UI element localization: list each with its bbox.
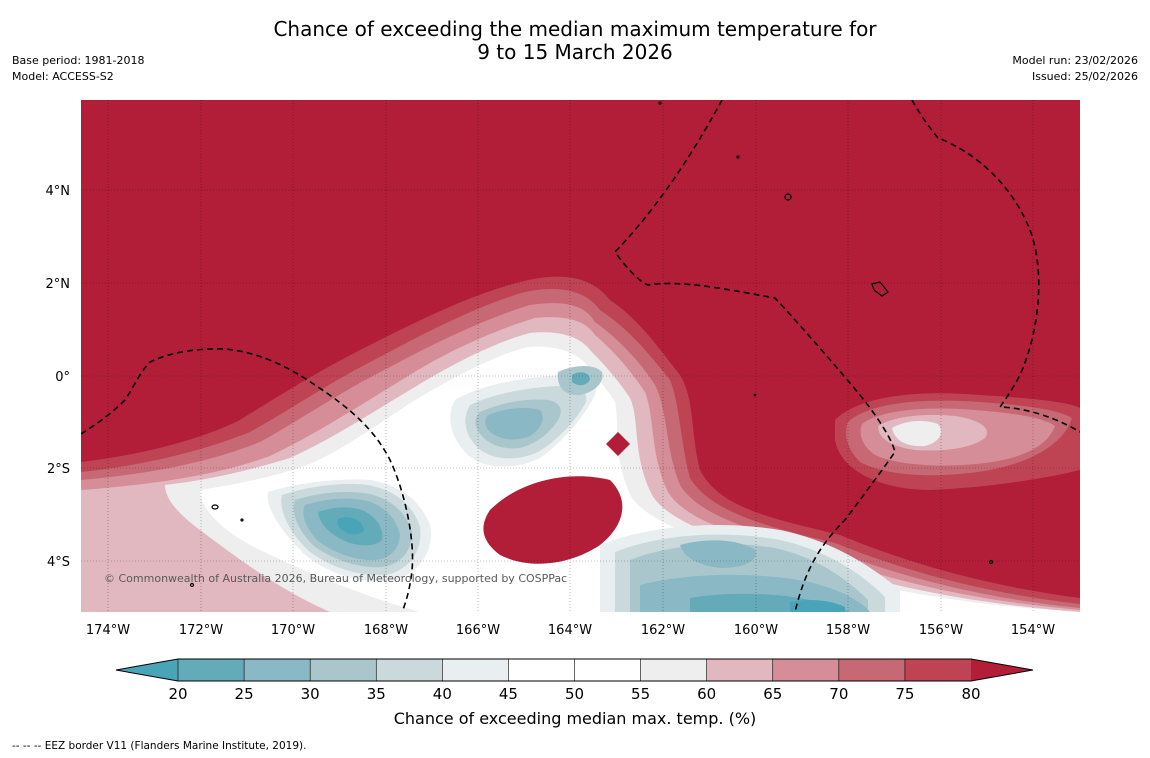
- colorbar-tick-label: 40: [433, 685, 452, 703]
- lat-tick: 4°N: [46, 184, 71, 199]
- colorbar-segment: [706, 658, 774, 682]
- lon-tick: 162°W: [641, 623, 685, 638]
- colorbar-tick-label: 70: [829, 685, 848, 703]
- colorbar-tick-label: 55: [631, 685, 650, 703]
- hot-intrusion: [483, 476, 623, 564]
- colorbar-tick-label: 35: [367, 685, 386, 703]
- lon-tick: 172°W: [179, 623, 223, 638]
- central-anomaly-region: [81, 276, 1080, 612]
- lat-tick-labels: 4°N 2°N 0° 2°S 4°S: [46, 184, 71, 570]
- contour-20b: [790, 599, 845, 612]
- meta-right: Model run: 23/02/2026 Issued: 25/02/2026: [1012, 53, 1138, 85]
- island: [240, 518, 244, 522]
- colorbar-segment: [904, 658, 972, 682]
- lon-tick: 174°W: [86, 623, 130, 638]
- lon-tick: 164°W: [548, 623, 592, 638]
- colorbar: 20 25 30 35 40 45 50 55 60 65 70 75 80: [115, 658, 1034, 703]
- colorbar-segment: [640, 658, 708, 682]
- island: [211, 504, 219, 510]
- colorbar-segment: [243, 658, 311, 682]
- island: [784, 193, 792, 201]
- islands: [189, 101, 994, 588]
- colorbar-segment: [309, 658, 378, 682]
- lon-tick: 160°W: [734, 623, 778, 638]
- title-line-1: Chance of exceeding the median maximum t…: [273, 17, 877, 41]
- colorbar-tick-label: 45: [499, 685, 518, 703]
- meta-left: Base period: 1981-2018 Model: ACCESS-S2: [12, 53, 144, 85]
- island: [189, 582, 195, 588]
- colorbar-segment: [177, 658, 245, 682]
- island: [658, 101, 662, 105]
- colorbar-segment: [772, 658, 840, 682]
- colorbar-tick-label: 20: [168, 685, 187, 703]
- chart-title: Chance of exceeding the median maximum t…: [0, 18, 1150, 64]
- colorbar-tick-label: 75: [895, 685, 914, 703]
- lat-tick: 0°: [55, 370, 70, 385]
- contour-25c: [572, 372, 590, 386]
- contour-20: [337, 517, 364, 535]
- eez-line-north: [613, 100, 896, 612]
- colorbar-under-arrow: [116, 659, 178, 681]
- map-area: [81, 100, 1080, 612]
- colorbar-title: Chance of exceeding median max. temp. (%…: [393, 709, 757, 728]
- gridlines: [81, 100, 1080, 612]
- lon-tick: 154°W: [1011, 623, 1055, 638]
- lat-tick: 2°S: [47, 462, 70, 477]
- contour-30b: [485, 407, 543, 440]
- lat-tick: 4°S: [47, 555, 70, 570]
- lon-tick: 168°W: [364, 623, 408, 638]
- colorbar-tick-label: 50: [565, 685, 584, 703]
- island: [753, 393, 757, 397]
- colorbar-tick-label: 65: [763, 685, 782, 703]
- model-name: Model: ACCESS-S2: [12, 70, 114, 83]
- eez-line-west: [81, 348, 414, 612]
- east-contour-55: [892, 420, 942, 447]
- title-line-2: 9 to 15 March 2026: [477, 40, 673, 64]
- colorbar-tick-label: 30: [301, 685, 320, 703]
- lat-tick: 2°N: [46, 277, 71, 292]
- colorbar-segments: [177, 658, 972, 682]
- base-period: Base period: 1981-2018: [12, 54, 145, 67]
- colorbar-segment: [375, 658, 444, 682]
- colorbar-segment: [442, 658, 510, 682]
- lon-tick-labels: 174°W 172°W 170°W 168°W 166°W 164°W 162°…: [86, 623, 1055, 638]
- colorbar-segment: [838, 658, 906, 682]
- island: [871, 281, 889, 297]
- colorbar-tick-label: 60: [697, 685, 716, 703]
- hot-spot-diamond: [606, 432, 630, 456]
- lon-tick: 166°W: [456, 623, 500, 638]
- island: [736, 155, 740, 159]
- colorbar-segment: [508, 658, 576, 682]
- island: [988, 559, 994, 565]
- lon-tick: 170°W: [271, 623, 315, 638]
- eez-line-northeast: [911, 100, 1080, 433]
- eez-borders: [81, 100, 1080, 612]
- eastern-anomaly-region: [835, 393, 1080, 490]
- issued-date: Issued: 25/02/2026: [1031, 70, 1138, 83]
- copyright-notice: © Commonwealth of Australia 2026, Bureau…: [104, 572, 568, 585]
- colorbar-tick-label: 80: [961, 685, 980, 703]
- colorbar-tick-labels: 20 25 30 35 40 45 50 55 60 65 70 75 80: [168, 685, 980, 703]
- colorbar-segment: [574, 658, 642, 682]
- colorbar-outline: [115, 658, 1034, 682]
- lon-tick: 156°W: [919, 623, 963, 638]
- contour-30c: [680, 540, 756, 568]
- colorbar-over-arrow: [971, 659, 1033, 681]
- model-run: Model run: 23/02/2026: [1012, 54, 1138, 67]
- lon-tick: 158°W: [826, 623, 870, 638]
- colorbar-tick-label: 25: [235, 685, 254, 703]
- eez-footnote: -- -- -- EEZ border V11 (Flanders Marine…: [12, 740, 307, 752]
